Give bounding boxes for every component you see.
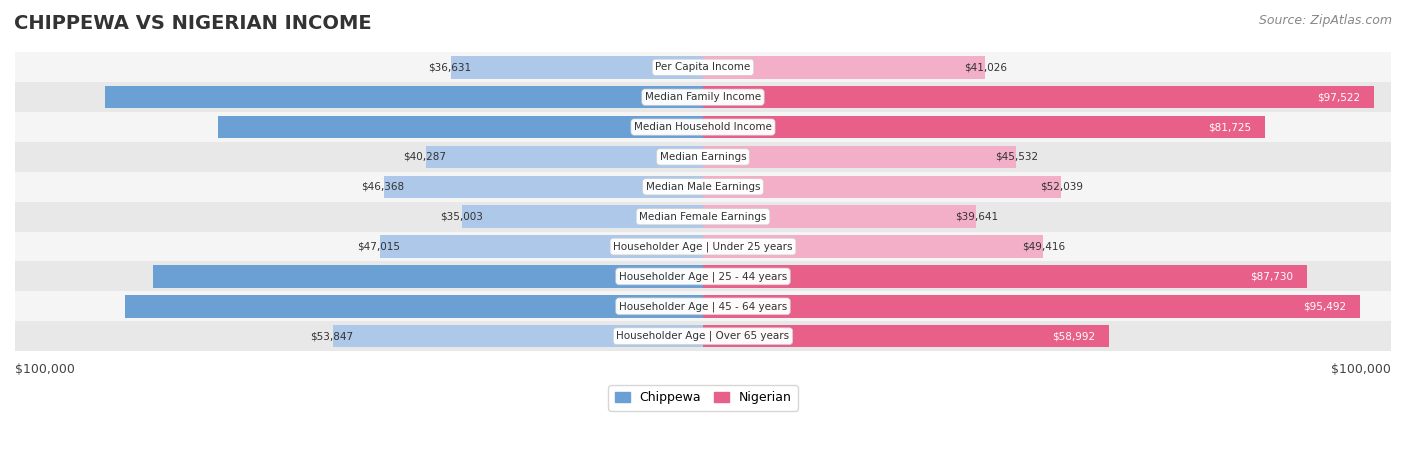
Text: $100,000: $100,000 xyxy=(15,363,75,376)
Bar xyxy=(15,262,1391,291)
Text: $52,039: $52,039 xyxy=(1040,182,1084,192)
Bar xyxy=(15,172,1391,202)
Text: Median Family Income: Median Family Income xyxy=(645,92,761,102)
Text: Householder Age | Over 65 years: Householder Age | Over 65 years xyxy=(616,331,790,341)
Text: $45,532: $45,532 xyxy=(995,152,1039,162)
Bar xyxy=(105,86,703,108)
Bar xyxy=(703,146,1017,168)
Text: $87,730: $87,730 xyxy=(1250,271,1294,282)
Text: $100,000: $100,000 xyxy=(1331,363,1391,376)
Bar xyxy=(218,116,703,138)
Bar xyxy=(15,142,1391,172)
Text: $86,852: $86,852 xyxy=(689,92,733,102)
Bar xyxy=(153,265,703,288)
Bar xyxy=(384,176,703,198)
Bar xyxy=(703,116,1265,138)
Text: $46,368: $46,368 xyxy=(361,182,405,192)
Text: $40,287: $40,287 xyxy=(404,152,447,162)
Text: $41,026: $41,026 xyxy=(965,62,1008,72)
Text: Householder Age | 45 - 64 years: Householder Age | 45 - 64 years xyxy=(619,301,787,311)
Text: Source: ZipAtlas.com: Source: ZipAtlas.com xyxy=(1258,14,1392,27)
Bar xyxy=(451,56,703,78)
Bar xyxy=(15,321,1391,351)
Text: $49,416: $49,416 xyxy=(1022,241,1066,252)
Bar xyxy=(703,86,1374,108)
Text: $95,492: $95,492 xyxy=(1303,301,1346,311)
Text: Householder Age | 25 - 44 years: Householder Age | 25 - 44 years xyxy=(619,271,787,282)
Bar xyxy=(380,235,703,258)
Text: Per Capita Income: Per Capita Income xyxy=(655,62,751,72)
Bar xyxy=(463,205,703,228)
Bar xyxy=(703,56,986,78)
Text: Median Female Earnings: Median Female Earnings xyxy=(640,212,766,222)
Bar xyxy=(703,325,1109,347)
Text: CHIPPEWA VS NIGERIAN INCOME: CHIPPEWA VS NIGERIAN INCOME xyxy=(14,14,371,33)
Bar xyxy=(125,295,703,318)
Bar xyxy=(15,202,1391,232)
Text: Median Earnings: Median Earnings xyxy=(659,152,747,162)
Bar xyxy=(15,291,1391,321)
Text: Householder Age | Under 25 years: Householder Age | Under 25 years xyxy=(613,241,793,252)
Bar xyxy=(15,112,1391,142)
Text: Median Male Earnings: Median Male Earnings xyxy=(645,182,761,192)
Bar xyxy=(703,176,1062,198)
Bar xyxy=(15,82,1391,112)
Text: $47,015: $47,015 xyxy=(357,241,401,252)
Legend: Chippewa, Nigerian: Chippewa, Nigerian xyxy=(609,385,797,410)
Bar xyxy=(703,205,976,228)
Bar xyxy=(333,325,703,347)
Text: $80,005: $80,005 xyxy=(689,271,733,282)
Bar xyxy=(703,295,1360,318)
Bar xyxy=(703,235,1043,258)
Text: $36,631: $36,631 xyxy=(429,62,471,72)
Text: $83,943: $83,943 xyxy=(689,301,733,311)
Text: $81,725: $81,725 xyxy=(1208,122,1251,132)
Text: $58,992: $58,992 xyxy=(1052,331,1095,341)
Bar xyxy=(426,146,703,168)
Text: $53,847: $53,847 xyxy=(311,331,353,341)
Text: $35,003: $35,003 xyxy=(440,212,482,222)
Bar xyxy=(15,232,1391,262)
Bar xyxy=(703,265,1306,288)
Text: $97,522: $97,522 xyxy=(1317,92,1360,102)
Text: $39,641: $39,641 xyxy=(955,212,998,222)
Bar xyxy=(15,52,1391,82)
Text: Median Household Income: Median Household Income xyxy=(634,122,772,132)
Text: $70,539: $70,539 xyxy=(689,122,733,132)
